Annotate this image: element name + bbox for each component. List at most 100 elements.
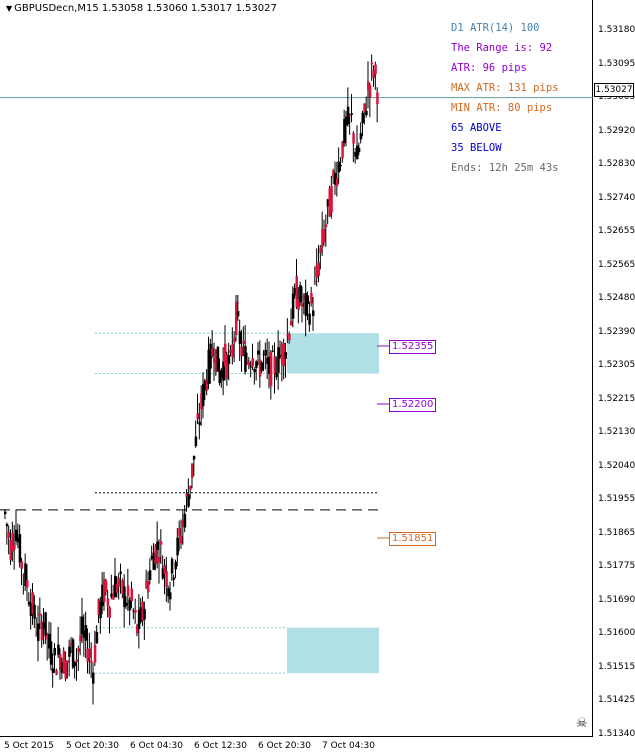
- candle-bear: [181, 520, 185, 527]
- candle-bear: [368, 85, 372, 98]
- candle-bull: [268, 356, 271, 374]
- candle-bull: [143, 608, 146, 620]
- candle-bear: [159, 541, 163, 545]
- candle-bear: [93, 644, 97, 663]
- candle-bull: [119, 571, 122, 574]
- candle-bull: [271, 350, 275, 352]
- level-label-mid[interactable]: 1.52200: [389, 398, 437, 412]
- candle-bull: [150, 555, 154, 559]
- candle-bull: [192, 455, 196, 460]
- symbol-ohlc-text: GBPUSDecn,M15 1.53058 1.53060 1.53017 1.…: [14, 3, 277, 14]
- price-axis-label: 1.52305: [598, 360, 635, 370]
- price-axis-label: 1.52390: [598, 326, 635, 337]
- candle-bull: [84, 625, 88, 641]
- candle-bear: [40, 621, 44, 641]
- candle-bull: [24, 563, 27, 586]
- atr-info-panel: D1 ATR(14) 100 The Range is: 92 ATR: 96 …: [451, 18, 558, 178]
- price-axis-label: 1.51340: [598, 728, 635, 739]
- candle-bull: [148, 570, 152, 580]
- info-line: 65 ABOVE: [451, 122, 502, 134]
- candle-bear: [310, 293, 313, 304]
- candle-bull: [257, 350, 260, 355]
- candle-bull: [156, 541, 159, 550]
- skull-icon: ☠: [576, 716, 588, 731]
- plot-area[interactable]: [0, 0, 593, 737]
- candle-bull: [169, 592, 172, 600]
- candle-bear: [7, 531, 11, 538]
- candle-bull: [5, 524, 9, 527]
- candle-bull: [284, 352, 287, 359]
- price-axis-label: 1.51425: [598, 695, 635, 705]
- candle-bear: [59, 654, 62, 670]
- candle-bull: [139, 607, 143, 622]
- candle-bull: [81, 616, 84, 635]
- candle-bull: [249, 366, 253, 368]
- candle-bear: [363, 103, 366, 112]
- info-line: MIN ATR: 80 pips: [451, 102, 553, 114]
- candle-bear: [196, 413, 199, 420]
- candle-bull: [101, 584, 104, 606]
- candle-bull: [244, 345, 247, 372]
- candle-bull: [255, 361, 258, 368]
- candle-bull: [16, 537, 20, 543]
- price-axis-label: 1.52740: [598, 192, 635, 203]
- candle-bear: [282, 343, 286, 367]
- candle-bull: [299, 285, 302, 303]
- candle-bear: [235, 301, 238, 335]
- price-axis-label: 1.52920: [598, 125, 635, 136]
- info-line: MAX ATR: 131 pips: [451, 82, 559, 94]
- candle-bull: [37, 623, 40, 641]
- candle-bear: [348, 114, 352, 117]
- candle-bull: [114, 575, 117, 597]
- candle-bull: [167, 588, 170, 597]
- candle-bear: [286, 334, 289, 336]
- candle-bear: [213, 358, 216, 363]
- candle-bear: [225, 354, 229, 379]
- candle-bear: [372, 69, 375, 79]
- collapse-triangle-icon[interactable]: ▼: [6, 4, 13, 13]
- price-axis-label: 1.51955: [598, 494, 635, 504]
- candle-bear: [288, 334, 291, 340]
- candle-bear: [367, 81, 370, 90]
- candle-bear: [280, 344, 284, 365]
- price-axis-label: 1.52830: [598, 159, 635, 169]
- level-label-upper[interactable]: 1.52355: [389, 340, 437, 354]
- time-axis-label: 7 Oct 04:30: [322, 741, 375, 751]
- candle-bull: [312, 310, 315, 317]
- candle-bear: [134, 609, 137, 613]
- price-axis-label: 1.51600: [598, 628, 635, 638]
- candle-bear: [313, 281, 317, 283]
- candle-bear: [200, 393, 203, 410]
- candle-bull: [238, 331, 242, 344]
- candle-bear: [154, 545, 157, 564]
- candle-bull: [236, 310, 240, 317]
- candle-bull: [27, 601, 31, 605]
- candle-bull: [343, 119, 346, 144]
- candle-bear: [273, 356, 276, 375]
- candle-bull: [152, 552, 155, 570]
- candle-bear: [317, 262, 320, 276]
- candle-bull: [44, 612, 47, 637]
- candle-bear: [295, 276, 298, 308]
- candle-bull: [346, 106, 350, 125]
- level-label-dashed[interactable]: 1.51851: [389, 532, 437, 546]
- candle-bull: [172, 577, 176, 580]
- candle-bear: [115, 583, 119, 593]
- candle-bull: [339, 165, 342, 167]
- candle-bull: [337, 161, 341, 173]
- candle-bull: [198, 421, 201, 425]
- candle-bull: [29, 603, 33, 617]
- candle-bull: [293, 287, 297, 296]
- candle-bull: [356, 145, 359, 160]
- candle-bear: [158, 556, 161, 563]
- candle-bull: [194, 436, 198, 447]
- candle-bear: [315, 265, 319, 278]
- price-axis-label: 1.52040: [598, 460, 635, 471]
- candle-bull: [161, 568, 165, 579]
- price-axis-label: 1.52130: [598, 427, 635, 437]
- candle-bull: [266, 357, 269, 364]
- candle-bear: [224, 343, 227, 367]
- candle-bull: [227, 355, 231, 364]
